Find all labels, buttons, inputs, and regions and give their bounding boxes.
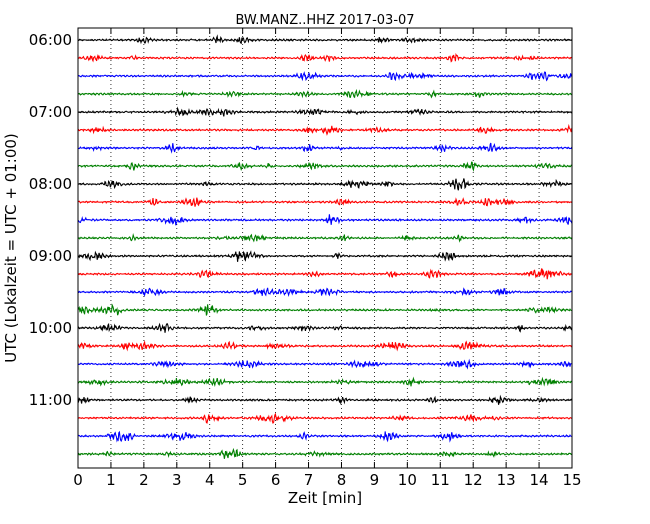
trace-1145 bbox=[77, 447, 572, 459]
trace-0845 bbox=[77, 232, 573, 243]
trace-0715 bbox=[77, 123, 573, 136]
x-tick-label: 9 bbox=[370, 471, 380, 489]
trace-0630 bbox=[77, 71, 573, 82]
y-tick-label: 11:00 bbox=[29, 391, 72, 409]
trace-1015 bbox=[77, 340, 573, 352]
chart-title: BW.MANZ..HHZ 2017-03-07 bbox=[235, 13, 414, 28]
trace-0800 bbox=[77, 178, 572, 191]
trace-group bbox=[77, 34, 573, 459]
x-tick-label: 1 bbox=[106, 471, 116, 489]
y-tick-label: 07:00 bbox=[29, 103, 72, 121]
trace-0615 bbox=[77, 52, 573, 63]
trace-1100 bbox=[77, 394, 573, 405]
trace-0930 bbox=[78, 287, 573, 298]
trace-0945 bbox=[77, 303, 572, 316]
x-tick-label: 12 bbox=[464, 471, 483, 489]
trace-1115 bbox=[77, 412, 572, 424]
x-tick-label: 10 bbox=[398, 471, 417, 489]
trace-1045 bbox=[77, 376, 572, 388]
trace-0700 bbox=[77, 106, 573, 117]
x-tick-label: 3 bbox=[172, 471, 182, 489]
trace-1000 bbox=[77, 322, 573, 333]
x-tick-label: 6 bbox=[271, 471, 281, 489]
trace-0645 bbox=[77, 88, 572, 99]
x-axis-title: Zeit [min] bbox=[288, 489, 362, 507]
trace-1130 bbox=[77, 430, 572, 443]
trace-0915 bbox=[77, 268, 573, 280]
y-tick-label: 09:00 bbox=[29, 247, 72, 265]
y-axis-ticks: 06:00 07:00 08:00 09:00 10:00 11:00 bbox=[29, 31, 572, 409]
trace-0830 bbox=[77, 214, 573, 226]
y-tick-label: 06:00 bbox=[29, 31, 72, 49]
x-tick-label: 2 bbox=[139, 471, 149, 489]
trace-0730 bbox=[77, 142, 573, 154]
x-tick-label: 15 bbox=[562, 471, 581, 489]
x-tick-label: 14 bbox=[530, 471, 549, 489]
x-tick-label: 11 bbox=[431, 471, 450, 489]
x-axis-ticks: 0 1 2 3 4 5 6 7 8 9 10 11 12 13 14 15 bbox=[73, 28, 582, 489]
x-tick-label: 4 bbox=[205, 471, 215, 489]
grid-lines bbox=[110, 28, 540, 468]
x-tick-label: 0 bbox=[73, 471, 83, 489]
trace-0745 bbox=[77, 161, 573, 172]
trace-0900 bbox=[77, 250, 572, 262]
trace-0815 bbox=[77, 197, 573, 207]
trace-1030 bbox=[77, 358, 572, 370]
x-tick-label: 5 bbox=[238, 471, 248, 489]
plot-frame bbox=[77, 27, 573, 469]
y-tick-label: 10:00 bbox=[29, 319, 72, 337]
x-tick-label: 8 bbox=[337, 471, 347, 489]
trace-0600 bbox=[77, 34, 573, 45]
x-tick-label: 13 bbox=[497, 471, 516, 489]
y-tick-label: 08:00 bbox=[29, 175, 72, 193]
x-tick-label: 7 bbox=[304, 471, 314, 489]
y-axis-title: UTC (Lokalzeit = UTC + 01:00) bbox=[2, 133, 20, 363]
